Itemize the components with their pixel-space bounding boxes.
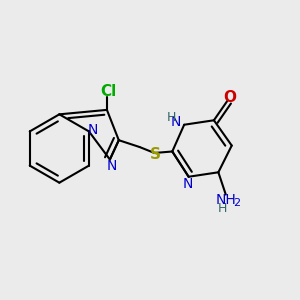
- Text: N: N: [106, 159, 116, 173]
- Text: N: N: [87, 123, 98, 137]
- Text: NH: NH: [216, 193, 237, 207]
- Text: H: H: [167, 111, 176, 124]
- Text: H: H: [218, 202, 227, 215]
- Text: N: N: [171, 116, 181, 129]
- Text: O: O: [224, 91, 237, 106]
- Text: Cl: Cl: [100, 84, 116, 99]
- Text: N: N: [183, 177, 193, 191]
- Text: 2: 2: [233, 199, 241, 208]
- Text: S: S: [150, 147, 161, 162]
